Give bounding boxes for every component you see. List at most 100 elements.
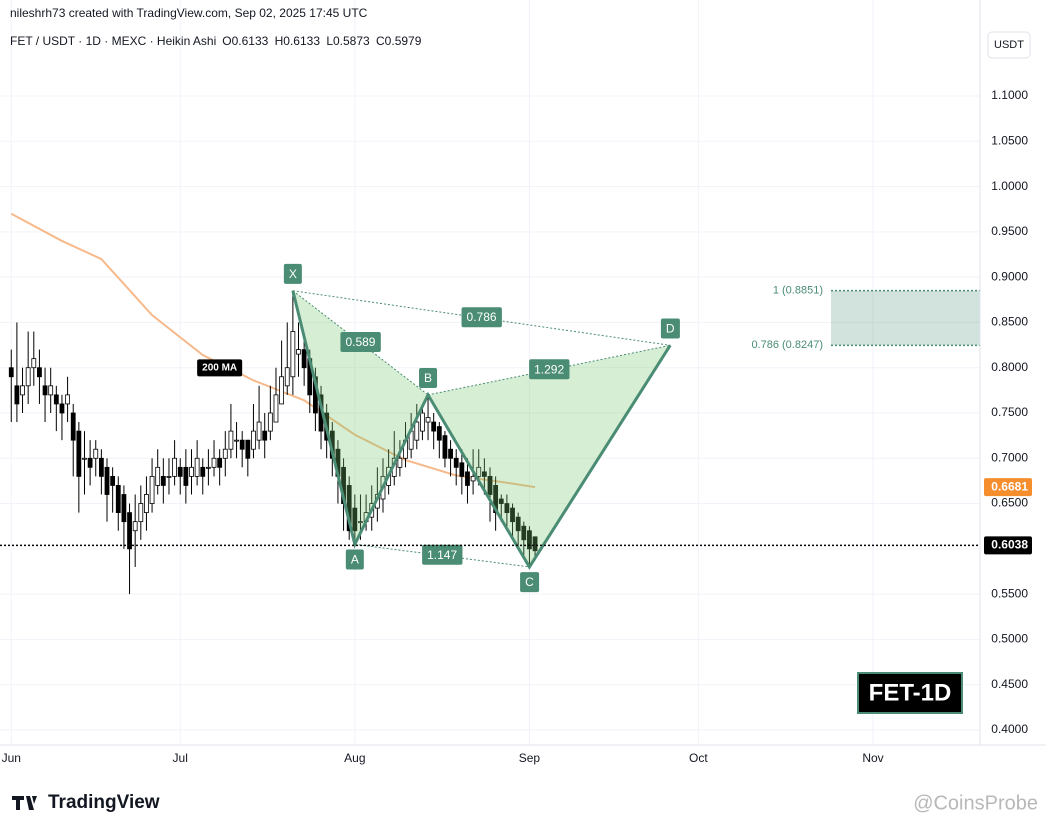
candle-body	[262, 430, 268, 441]
ohlc-label: C0.5979	[376, 34, 422, 48]
y-tick-label: 0.4500	[991, 677, 1028, 691]
y-tick-label: 0.5500	[991, 586, 1028, 600]
candle-body	[515, 516, 521, 532]
y-tick-label: 0.4000	[991, 722, 1028, 736]
candle-body	[442, 435, 448, 459]
plot-area: 1 (0.8851) 0.786 (0.8247) 0.589 0.786 1.147 1…	[0, 0, 980, 745]
ratio-label: 0.786	[467, 310, 497, 324]
candle-body	[222, 448, 228, 459]
candle-body	[104, 466, 110, 495]
ratio-line	[292, 290, 671, 346]
candle-body	[245, 439, 251, 459]
tv-logo: TradingView	[12, 792, 160, 813]
pattern-fill	[428, 345, 671, 567]
candle-body	[37, 367, 42, 378]
currency-button[interactable]	[987, 31, 1031, 59]
watermark: @CoinsProbe	[913, 792, 1038, 814]
candle-body	[155, 466, 161, 486]
point-label: A	[351, 552, 359, 566]
x-tick-label: Oct	[689, 751, 708, 765]
candle-body	[510, 507, 515, 523]
candle-body	[425, 417, 431, 423]
tv-logo-icon	[12, 796, 37, 810]
candle-body	[487, 475, 493, 495]
x-tick-label: Nov	[862, 751, 883, 765]
candle-body	[251, 430, 256, 450]
point-label: D	[666, 322, 675, 336]
candle-body	[160, 475, 166, 486]
candle-body	[127, 512, 132, 550]
candle-body	[59, 403, 65, 414]
ratio-label-box	[461, 307, 502, 328]
candle-body	[20, 385, 25, 396]
point-label-box	[345, 549, 364, 570]
candle-body	[234, 439, 239, 442]
candle-body	[149, 475, 155, 504]
point-label-group: B	[419, 368, 438, 389]
point-label-box	[283, 263, 302, 284]
candle-body	[177, 466, 183, 477]
fib-label: 0.786 (0.8247)	[751, 339, 823, 351]
ohlc-label: H0.6133	[275, 34, 321, 48]
ratio-label-box	[340, 331, 381, 352]
candle-body	[301, 349, 307, 369]
candle-body	[31, 358, 37, 369]
y-tick-label: 0.8500	[991, 315, 1028, 329]
target-zone	[831, 290, 980, 346]
candle-body	[470, 475, 476, 482]
candle-body	[14, 385, 20, 405]
ratio-label-box	[529, 359, 570, 380]
x-tick-label: Jul	[173, 751, 188, 765]
ma-line	[10, 212, 536, 489]
point-label-group: C	[520, 572, 540, 593]
candle-body	[256, 421, 262, 441]
y-tick-label: 1.1000	[991, 88, 1028, 102]
candle-body	[211, 457, 217, 468]
ma-name-group: 200 MA	[197, 359, 243, 377]
candle-body	[465, 471, 470, 486]
candle-body	[87, 457, 93, 468]
candle-body	[82, 457, 87, 460]
candle-body	[352, 507, 358, 532]
candle-body	[217, 457, 223, 468]
candle-body	[48, 385, 54, 396]
y-tick-label: 0.9500	[991, 224, 1028, 238]
y-tick-label: 1.0500	[991, 133, 1028, 147]
candle-body	[504, 503, 510, 514]
ratio-label-group: 1.292	[529, 359, 570, 380]
y-tick-label: 0.6500	[991, 496, 1028, 510]
y-tick-label: 0.5000	[991, 632, 1028, 646]
ratio-label: 1.292	[534, 362, 564, 376]
candle-body	[284, 367, 290, 387]
ratio-label-group: 0.589	[340, 331, 381, 352]
candle-body	[521, 525, 527, 541]
ratio-line	[427, 344, 671, 396]
point-label: C	[525, 575, 534, 589]
y-tick-label: 0.9000	[991, 269, 1028, 283]
candle-body	[267, 412, 273, 432]
point-label-box	[419, 368, 438, 389]
candle-body	[436, 426, 442, 441]
price-tag-label: 0.6681	[991, 479, 1028, 493]
ma-name: 200 MA	[202, 362, 237, 373]
ratio-label-group: 0.786	[461, 307, 502, 328]
candle-body	[431, 421, 437, 432]
candle-body	[70, 412, 76, 441]
candle-body	[110, 475, 116, 486]
currency[interactable]: USDT	[994, 39, 1024, 51]
candle-body	[228, 430, 234, 450]
candle-body	[290, 331, 296, 378]
price-tag-label: 0.6038	[991, 538, 1028, 552]
candle-body	[42, 385, 48, 396]
candle-body	[65, 394, 70, 405]
candle-body	[459, 462, 465, 477]
candle-body	[448, 448, 453, 459]
candle-body	[8, 367, 14, 378]
candle-body	[138, 503, 144, 523]
author-line: nileshrh73 created with TradingView.com,…	[10, 6, 368, 20]
point-label-group: X	[283, 263, 302, 284]
candle-body	[239, 439, 245, 450]
price-tag-box	[984, 478, 1032, 497]
point-label-box	[520, 572, 540, 593]
